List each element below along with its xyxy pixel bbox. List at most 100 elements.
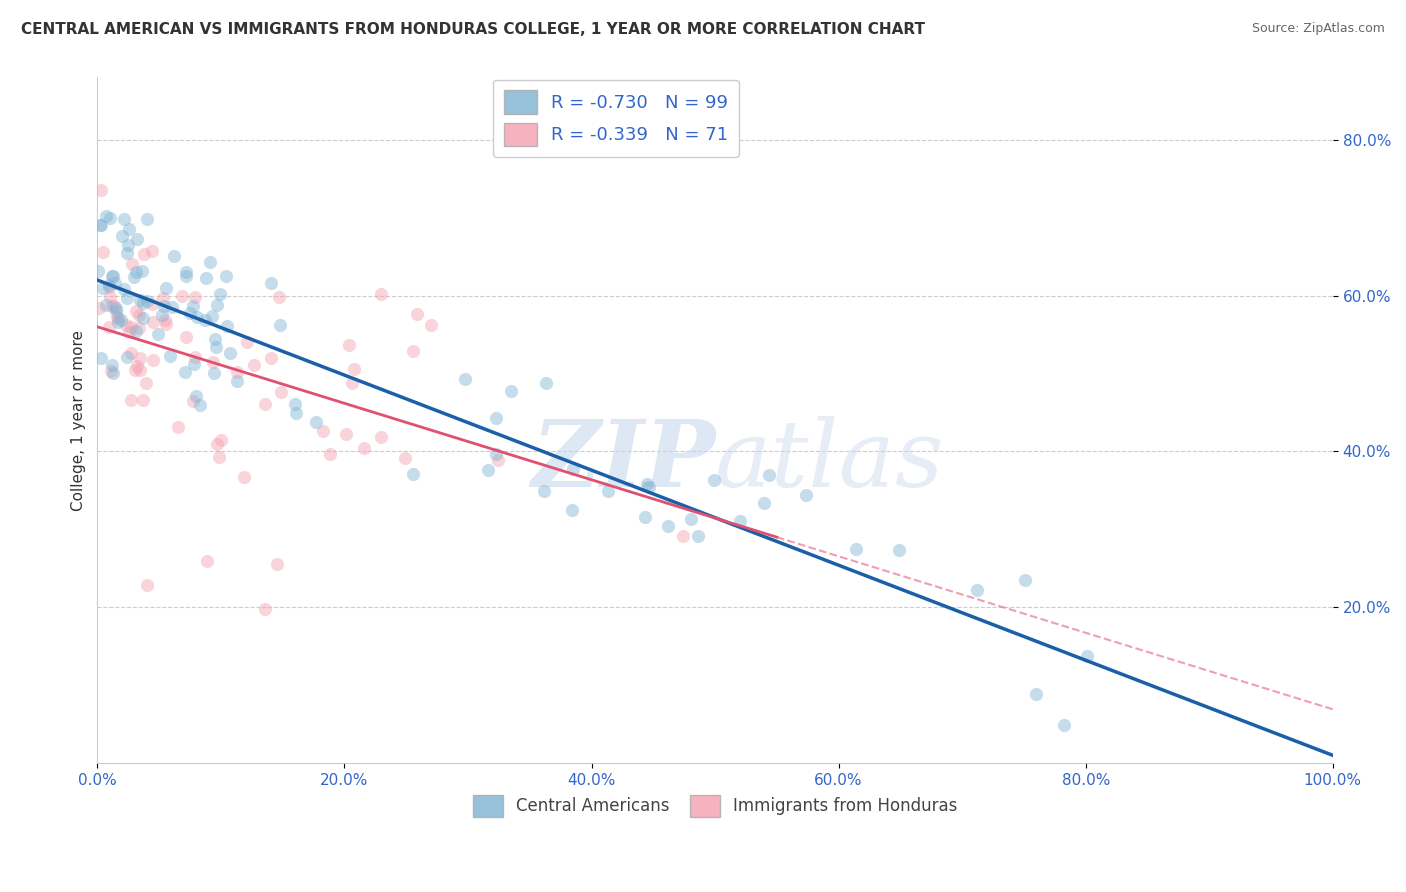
Point	[485, 411, 508, 425]
Point	[1076, 649, 1098, 664]
Point	[195, 554, 218, 568]
Point	[754, 496, 776, 510]
Point	[312, 425, 335, 439]
Point	[125, 232, 148, 246]
Point	[103, 299, 125, 313]
Point	[205, 340, 228, 354]
Point	[155, 318, 177, 332]
Point	[370, 286, 392, 301]
Point	[202, 366, 225, 380]
Point	[226, 365, 249, 379]
Point	[402, 467, 425, 481]
Point	[335, 427, 357, 442]
Point	[208, 450, 231, 464]
Point	[419, 318, 441, 332]
Point	[174, 265, 197, 279]
Point	[112, 211, 135, 226]
Point	[105, 310, 128, 324]
Point	[217, 318, 239, 333]
Point	[120, 320, 142, 334]
Point	[703, 473, 725, 487]
Point	[110, 313, 132, 327]
Point	[638, 480, 661, 494]
Point	[104, 301, 127, 315]
Point	[634, 510, 657, 524]
Point	[184, 389, 207, 403]
Y-axis label: College, 1 year or more: College, 1 year or more	[72, 330, 86, 511]
Point	[150, 309, 173, 323]
Point	[142, 353, 165, 368]
Point	[405, 307, 427, 321]
Point	[188, 398, 211, 412]
Point	[125, 324, 148, 338]
Point	[159, 349, 181, 363]
Point	[128, 321, 150, 335]
Point	[97, 320, 120, 334]
Text: CENTRAL AMERICAN VS IMMIGRANTS FROM HONDURAS COLLEGE, 1 YEAR OR MORE CORRELATION: CENTRAL AMERICAN VS IMMIGRANTS FROM HOND…	[21, 22, 925, 37]
Point	[174, 329, 197, 343]
Point	[101, 299, 124, 313]
Point	[184, 350, 207, 364]
Point	[340, 376, 363, 391]
Point	[128, 309, 150, 323]
Point	[98, 211, 121, 226]
Point	[118, 325, 141, 339]
Point	[657, 519, 679, 533]
Point	[100, 268, 122, 283]
Point	[343, 361, 366, 376]
Point	[266, 558, 288, 572]
Point	[101, 367, 124, 381]
Point	[148, 326, 170, 341]
Point	[117, 222, 139, 236]
Point	[194, 270, 217, 285]
Point	[205, 437, 228, 451]
Point	[89, 218, 111, 232]
Point	[679, 512, 702, 526]
Point	[104, 276, 127, 290]
Point	[87, 263, 110, 277]
Point	[181, 394, 204, 409]
Point	[98, 280, 121, 294]
Point	[201, 309, 224, 323]
Point	[94, 210, 117, 224]
Point	[120, 393, 142, 408]
Point	[107, 311, 129, 326]
Point	[141, 244, 163, 259]
Point	[174, 365, 197, 379]
Point	[98, 290, 121, 304]
Point	[1025, 687, 1047, 701]
Point	[353, 442, 375, 456]
Point	[233, 470, 256, 484]
Point	[194, 312, 217, 326]
Text: ZIP: ZIP	[531, 417, 716, 507]
Point	[337, 338, 360, 352]
Point	[267, 290, 290, 304]
Point	[758, 468, 780, 483]
Point	[90, 184, 112, 198]
Point	[136, 211, 159, 226]
Point	[170, 289, 193, 303]
Point	[96, 298, 118, 312]
Point	[155, 280, 177, 294]
Point	[90, 218, 112, 232]
Point	[176, 268, 198, 283]
Point	[254, 397, 277, 411]
Point	[129, 363, 152, 377]
Point	[562, 462, 585, 476]
Point	[181, 299, 204, 313]
Point	[142, 315, 165, 329]
Point	[162, 300, 184, 314]
Point	[1053, 718, 1076, 732]
Point	[132, 310, 155, 325]
Legend: Central Americans, Immigrants from Honduras: Central Americans, Immigrants from Hondu…	[467, 789, 965, 823]
Point	[845, 541, 868, 556]
Point	[269, 318, 291, 332]
Point	[127, 359, 149, 374]
Point	[186, 310, 208, 324]
Point	[125, 265, 148, 279]
Point	[794, 488, 817, 502]
Point	[125, 304, 148, 318]
Point	[129, 293, 152, 307]
Point	[107, 315, 129, 329]
Point	[319, 448, 342, 462]
